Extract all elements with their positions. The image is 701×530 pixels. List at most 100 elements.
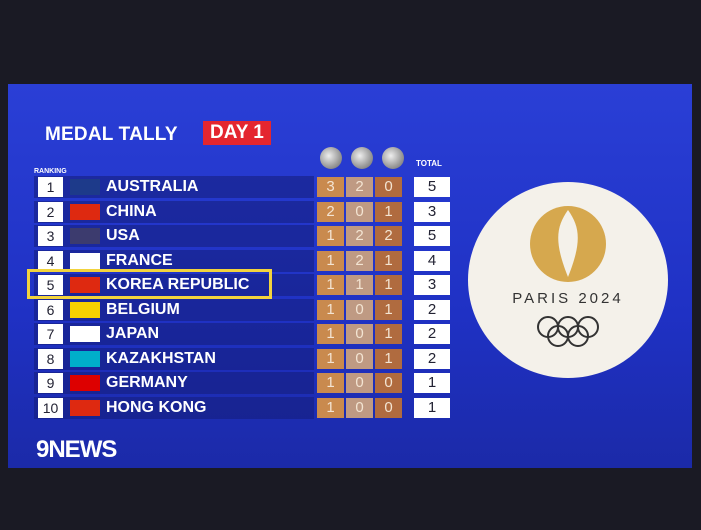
paris-logo: PARIS 2024	[468, 182, 668, 378]
olympic-rings	[537, 316, 599, 347]
row-background	[34, 274, 314, 296]
row-background	[34, 396, 314, 419]
silver-count: 0	[346, 201, 373, 222]
day-badge: DAY 1	[203, 121, 271, 145]
country: CHINA	[106, 202, 157, 220]
silver-count: 2	[346, 177, 373, 197]
country: HONG KONG	[106, 398, 207, 416]
ranking-label: RANKING	[34, 168, 67, 175]
row-background	[34, 176, 314, 198]
rank: 6	[38, 299, 63, 320]
brand: 9NEWS	[36, 436, 117, 463]
total-count: 2	[414, 324, 450, 344]
country: GERMANY	[106, 374, 188, 391]
logo-text: PARIS 2024	[512, 290, 624, 307]
medal-icon	[320, 147, 342, 169]
row-background	[34, 372, 314, 394]
silver-count: 1	[346, 275, 373, 295]
flag	[70, 399, 100, 416]
flag	[70, 301, 100, 318]
rank: 9	[38, 373, 63, 393]
total-count: 4	[414, 250, 450, 271]
gold-count: 1	[317, 275, 344, 295]
gold-count: 1	[317, 397, 344, 418]
silver-count: 2	[346, 250, 373, 271]
country: USA	[106, 227, 140, 244]
gold-count: 1	[317, 324, 344, 344]
flag	[70, 252, 100, 269]
flag	[70, 179, 100, 195]
bronze-count: 1	[375, 348, 402, 369]
logo-art	[530, 206, 606, 347]
country: FRANCE	[106, 251, 173, 269]
row: 2 CHINA 2 0 1 3	[34, 200, 454, 223]
gold-count: 1	[317, 348, 344, 369]
silver-count: 0	[346, 373, 373, 393]
gold-count: 1	[317, 226, 344, 246]
row: 7 JAPAN 1 0 1 2	[34, 323, 454, 345]
flag	[70, 228, 100, 244]
flag	[70, 277, 100, 293]
bronze-count: 1	[375, 275, 402, 295]
flag	[70, 375, 100, 391]
row: 1 AUSTRALIA 3 2 0 5	[34, 176, 454, 198]
total-label: TOTAL	[416, 159, 442, 168]
row: 6 BELGIUM 1 0 1 2	[34, 298, 454, 321]
bronze-count: 1	[375, 324, 402, 344]
gold-count: 1	[317, 373, 344, 393]
logo-flame	[558, 210, 578, 277]
bronze-count: 1	[375, 299, 402, 320]
bronze-count: 0	[375, 177, 402, 197]
total-count: 3	[414, 275, 450, 295]
row-background	[34, 347, 314, 370]
gold-count: 2	[317, 201, 344, 222]
bronze-count: 0	[375, 397, 402, 418]
rank: 10	[38, 397, 63, 418]
rank: 3	[38, 226, 63, 246]
gold-count: 1	[317, 299, 344, 320]
total-count: 3	[414, 201, 450, 222]
row-background	[34, 200, 314, 223]
total-count: 1	[414, 397, 450, 418]
rank: 7	[38, 324, 63, 344]
country: KOREA REPUBLIC	[106, 276, 250, 293]
total-count: 5	[414, 177, 450, 197]
silver-count: 0	[346, 397, 373, 418]
silver-count: 0	[346, 299, 373, 320]
flag	[70, 203, 100, 220]
row: 8 KAZAKHSTAN 1 0 1 2	[34, 347, 454, 370]
medal-icon	[351, 147, 373, 169]
rank: 4	[38, 250, 63, 271]
flag	[70, 326, 100, 342]
rank: 1	[38, 177, 63, 197]
country: KAZAKHSTAN	[106, 349, 216, 367]
silver-count: 2	[346, 226, 373, 246]
row: 3 USA 1 2 2 5	[34, 225, 454, 247]
highlight	[27, 269, 272, 299]
row-background	[34, 249, 314, 272]
bronze-count: 1	[375, 201, 402, 222]
title: MEDAL TALLY	[45, 124, 178, 145]
row: 5 KOREA REPUBLIC 1 1 1 3	[34, 274, 454, 296]
row-background	[34, 323, 314, 345]
gold-count: 1	[317, 250, 344, 271]
row-background	[34, 225, 314, 247]
row-background	[34, 298, 314, 321]
total-count: 2	[414, 299, 450, 320]
row: 9 GERMANY 1 0 0 1	[34, 372, 454, 394]
country: JAPAN	[106, 325, 160, 342]
country: AUSTRALIA	[106, 178, 199, 195]
row: 10 HONG KONG 1 0 0 1	[34, 396, 454, 419]
total-count: 2	[414, 348, 450, 369]
rank: 8	[38, 348, 63, 369]
bronze-count: 0	[375, 373, 402, 393]
total-count: 5	[414, 226, 450, 246]
bronze-count: 2	[375, 226, 402, 246]
country: BELGIUM	[106, 300, 180, 318]
gold-count: 3	[317, 177, 344, 197]
rank: 2	[38, 201, 63, 222]
flag	[70, 350, 100, 367]
silver-count: 0	[346, 324, 373, 344]
total-count: 1	[414, 373, 450, 393]
